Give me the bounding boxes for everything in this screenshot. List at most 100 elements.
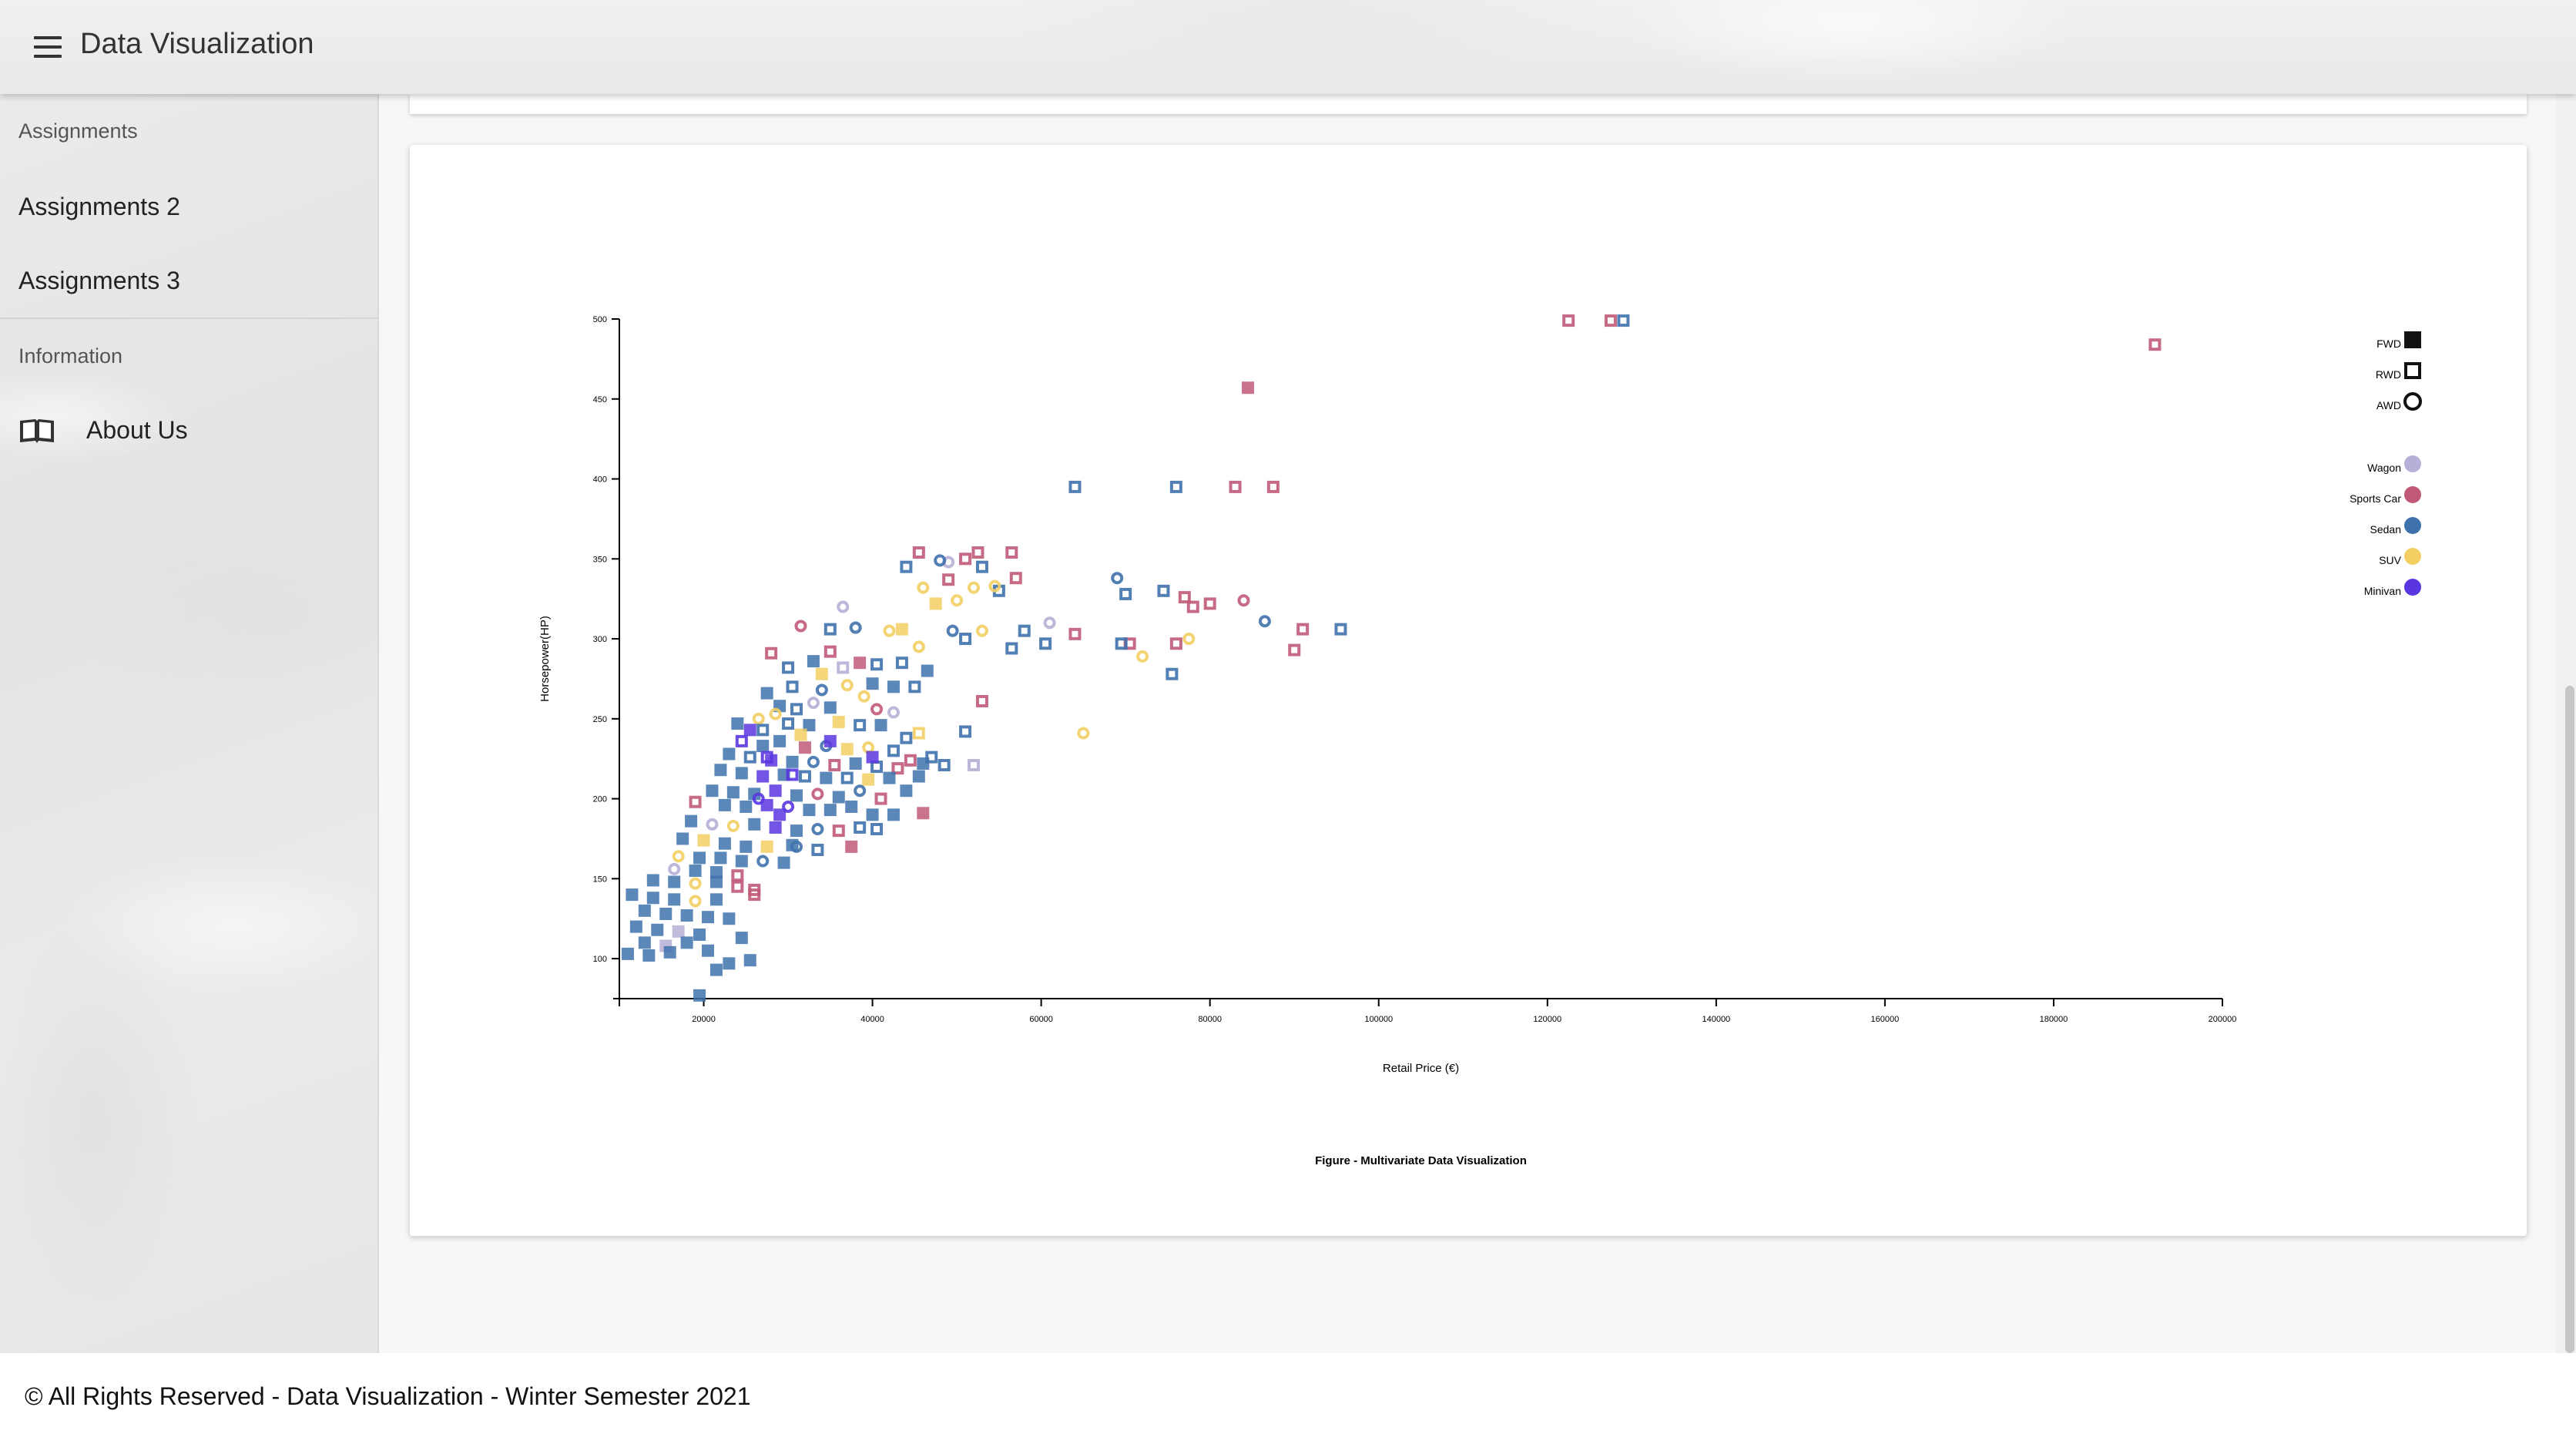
data-point	[638, 936, 651, 949]
data-point	[971, 546, 984, 559]
data-point	[883, 771, 896, 784]
data-point	[1043, 616, 1056, 630]
legend-label: Minivan	[2364, 585, 2401, 597]
data-point	[790, 789, 803, 802]
data-point	[769, 707, 782, 720]
data-point	[1229, 480, 1242, 493]
data-point	[904, 754, 917, 767]
legend-label: SUV	[2379, 554, 2401, 566]
data-point	[803, 804, 816, 817]
data-point	[807, 655, 820, 668]
data-point	[1203, 597, 1216, 610]
sidebar-item-about-us[interactable]: About Us	[0, 396, 377, 465]
legend-label: RWD	[2376, 368, 2401, 381]
data-point	[731, 869, 744, 882]
data-point	[1241, 381, 1254, 395]
data-point	[912, 546, 925, 559]
data-point	[912, 640, 925, 653]
sidebar-item-label: About Us	[86, 416, 188, 444]
data-point	[832, 791, 845, 804]
data-point	[1334, 623, 1347, 636]
data-point	[709, 893, 723, 906]
data-point	[1296, 623, 1310, 636]
data-point	[760, 798, 773, 811]
data-point	[975, 624, 988, 637]
data-point	[642, 949, 656, 962]
sidebar-divider	[0, 317, 377, 319]
data-point	[794, 620, 807, 633]
data-point	[693, 928, 706, 941]
data-point	[870, 823, 884, 836]
data-point	[866, 751, 879, 764]
data-point	[629, 920, 642, 933]
legend-mark	[2404, 486, 2421, 503]
axes: 20000 40000 60000 80000 100000 120000 140000 16…	[593, 315, 2237, 1024]
data-point	[854, 719, 867, 732]
data-point	[874, 719, 887, 732]
data-point	[917, 757, 930, 770]
sidebar-item-label: Assignments 2	[18, 193, 180, 220]
data-point	[735, 767, 748, 780]
menu-icon[interactable]	[32, 33, 63, 61]
data-point	[676, 832, 689, 845]
data-point	[752, 712, 765, 725]
data-point	[748, 818, 761, 831]
data-point	[815, 683, 828, 697]
data-point	[823, 734, 837, 747]
data-point	[857, 690, 870, 703]
data-point	[769, 784, 782, 798]
legend-mark	[2404, 548, 2421, 565]
data-point	[921, 664, 934, 677]
sidebar-item-assignments-2[interactable]: Assignments 2	[0, 173, 377, 242]
data-point	[731, 880, 744, 893]
scrollbar-thumb[interactable]	[2565, 686, 2574, 1353]
sidebar-item-assignments-3[interactable]: Assignments 3	[0, 247, 377, 316]
x-tick-label: 40000	[860, 1015, 884, 1024]
chart-title: Figure - Multivariate Data Visualization	[1315, 1154, 1527, 1167]
data-point	[718, 798, 731, 811]
data-point	[1604, 314, 1617, 327]
data-point	[849, 621, 862, 634]
data-point	[823, 804, 837, 817]
data-point	[782, 661, 795, 674]
data-point	[1258, 615, 1271, 628]
data-point	[709, 866, 723, 879]
data-point	[820, 771, 833, 784]
data-point	[854, 784, 867, 798]
data-point	[748, 888, 761, 902]
data-point	[638, 904, 651, 917]
legend-label: Sedan	[2370, 523, 2401, 536]
data-point	[756, 770, 770, 783]
data-point	[934, 554, 947, 567]
data-point	[743, 954, 756, 967]
data-point	[760, 687, 773, 700]
footer: © All Rights Reserved - Data Visualizati…	[0, 1353, 2576, 1444]
y-tick-label: 400	[593, 475, 607, 485]
data-point	[917, 807, 930, 820]
data-point	[942, 573, 955, 586]
page-background	[0, 0, 379, 1353]
y-tick-label: 200	[593, 795, 607, 804]
legend-mark	[2404, 331, 2421, 348]
data-point	[756, 855, 770, 868]
app-title: Data Visualization	[80, 28, 314, 60]
sidebar-item-label: Assignments 3	[18, 267, 180, 294]
data-point	[832, 715, 845, 728]
x-tick-label: 120000	[1533, 1015, 1561, 1024]
x-axis-label: Retail Price (€)	[1383, 1062, 1459, 1075]
data-point	[887, 680, 900, 693]
data-point	[811, 787, 824, 801]
data-point	[672, 925, 685, 938]
data-point	[862, 773, 875, 786]
sidebar-subheader-information: Information	[18, 344, 123, 368]
data-point	[756, 724, 770, 737]
data-point	[887, 808, 900, 821]
data-point	[1068, 627, 1082, 640]
data-point	[929, 597, 942, 610]
data-point	[680, 909, 693, 922]
data-point	[1005, 642, 1018, 655]
sidebar: Assignments Assignments 2 Assignments 3 …	[0, 94, 380, 1353]
legend-label: FWD	[2376, 337, 2401, 350]
data-point	[988, 579, 1001, 593]
main-content: 20000 40000 60000 80000 100000 120000 140000 16…	[379, 94, 2556, 1353]
